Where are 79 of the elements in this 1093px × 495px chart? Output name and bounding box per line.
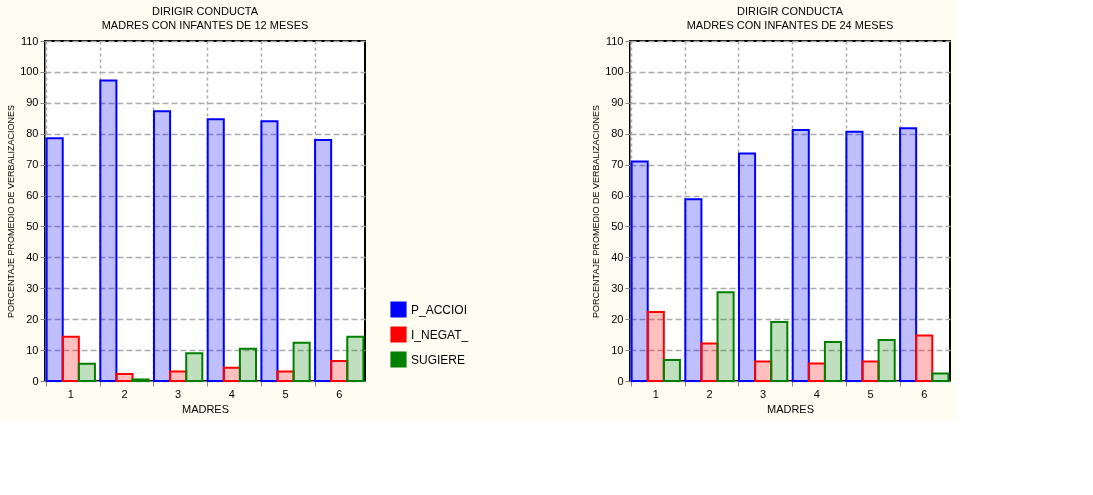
bar	[915, 334, 934, 382]
bar	[185, 352, 204, 382]
x-tick-label: 6	[921, 387, 928, 400]
bar	[346, 335, 365, 382]
chart-title: DIRIGIR CONDUCTA	[151, 5, 259, 17]
bar	[45, 137, 64, 382]
chart-subtitle: MADRES CON INFANTES DE 24 MESES	[686, 19, 894, 31]
y-tick-label: 30	[26, 281, 39, 294]
y-tick-label: 80	[611, 127, 624, 140]
bar	[845, 130, 864, 382]
bar	[899, 127, 918, 382]
bar	[61, 335, 80, 382]
x-tick-label: 3	[760, 387, 767, 400]
bar	[630, 160, 649, 382]
y-tick-label: 10	[26, 343, 39, 356]
bar	[662, 358, 681, 382]
y-tick-label: 50	[26, 219, 39, 232]
y-tick-label: 60	[611, 189, 624, 202]
chart-title: DIRIGIR CONDUCTA	[736, 5, 844, 17]
bar	[737, 152, 757, 382]
bar	[276, 370, 295, 382]
y-tick-label: 20	[611, 312, 624, 325]
y-tick-label: 30	[611, 281, 624, 294]
x-tick-label: 5	[867, 387, 874, 400]
y-tick-label: 0	[617, 374, 624, 387]
bar	[684, 198, 703, 382]
x-axis-title: MADRES	[181, 402, 230, 415]
bar	[861, 360, 880, 382]
y-tick-label: 10	[611, 343, 624, 356]
bar	[260, 120, 279, 382]
bar	[115, 372, 134, 382]
bar	[169, 370, 188, 382]
bar	[206, 118, 225, 382]
y-tick-label: 90	[611, 96, 624, 109]
bar	[807, 362, 826, 382]
y-axis-title: PORCENTAJE PROMEDIO DE VERBALIZACIONES	[6, 105, 17, 318]
bar	[152, 110, 172, 382]
y-tick-label: 60	[26, 189, 39, 202]
bar	[791, 129, 810, 382]
bar	[292, 341, 311, 382]
bar	[877, 338, 896, 382]
bar	[238, 347, 258, 382]
y-tick-label: 110	[605, 34, 624, 47]
legend-label: I_NEGAT_	[411, 327, 469, 342]
y-tick-label: 80	[26, 127, 39, 140]
bar	[646, 311, 665, 382]
bar	[716, 291, 735, 382]
bar	[77, 362, 96, 382]
y-tick-label: 0	[32, 374, 39, 387]
y-tick-label: 100	[605, 65, 624, 78]
legend-label: SUGIERE	[411, 352, 466, 367]
x-tick-label: 1	[67, 387, 74, 400]
x-tick-label: 4	[813, 387, 820, 400]
y-tick-label: 70	[26, 158, 39, 171]
x-tick-label: 3	[175, 387, 182, 400]
bar	[700, 342, 719, 382]
y-tick-label: 40	[26, 250, 39, 263]
y-tick-label: 40	[611, 250, 624, 263]
bar	[931, 372, 950, 382]
y-axis-title: PORCENTAJE PROMEDIO DE VERBALIZACIONES	[591, 105, 602, 318]
y-tick-label: 20	[26, 312, 39, 325]
y-tick-label: 90	[26, 96, 39, 109]
bar	[99, 79, 118, 382]
x-tick-label: 1	[652, 387, 659, 400]
y-tick-label: 50	[611, 219, 624, 232]
x-axis-title: MADRES	[766, 402, 815, 415]
x-tick-label: 4	[228, 387, 235, 400]
y-tick-label: 110	[20, 34, 39, 47]
legend-label: P_ACCIOI	[411, 302, 468, 317]
x-tick-label: 5	[282, 387, 289, 400]
x-tick-label: 2	[121, 387, 128, 400]
x-tick-label: 6	[336, 387, 343, 400]
chart-subtitle: MADRES CON INFANTES DE 12 MESES	[101, 19, 309, 31]
bar	[770, 320, 789, 382]
bar	[314, 138, 333, 382]
y-tick-label: 70	[611, 158, 624, 171]
x-tick-label: 2	[706, 387, 713, 400]
bar	[823, 341, 843, 382]
y-tick-label: 100	[20, 65, 39, 78]
